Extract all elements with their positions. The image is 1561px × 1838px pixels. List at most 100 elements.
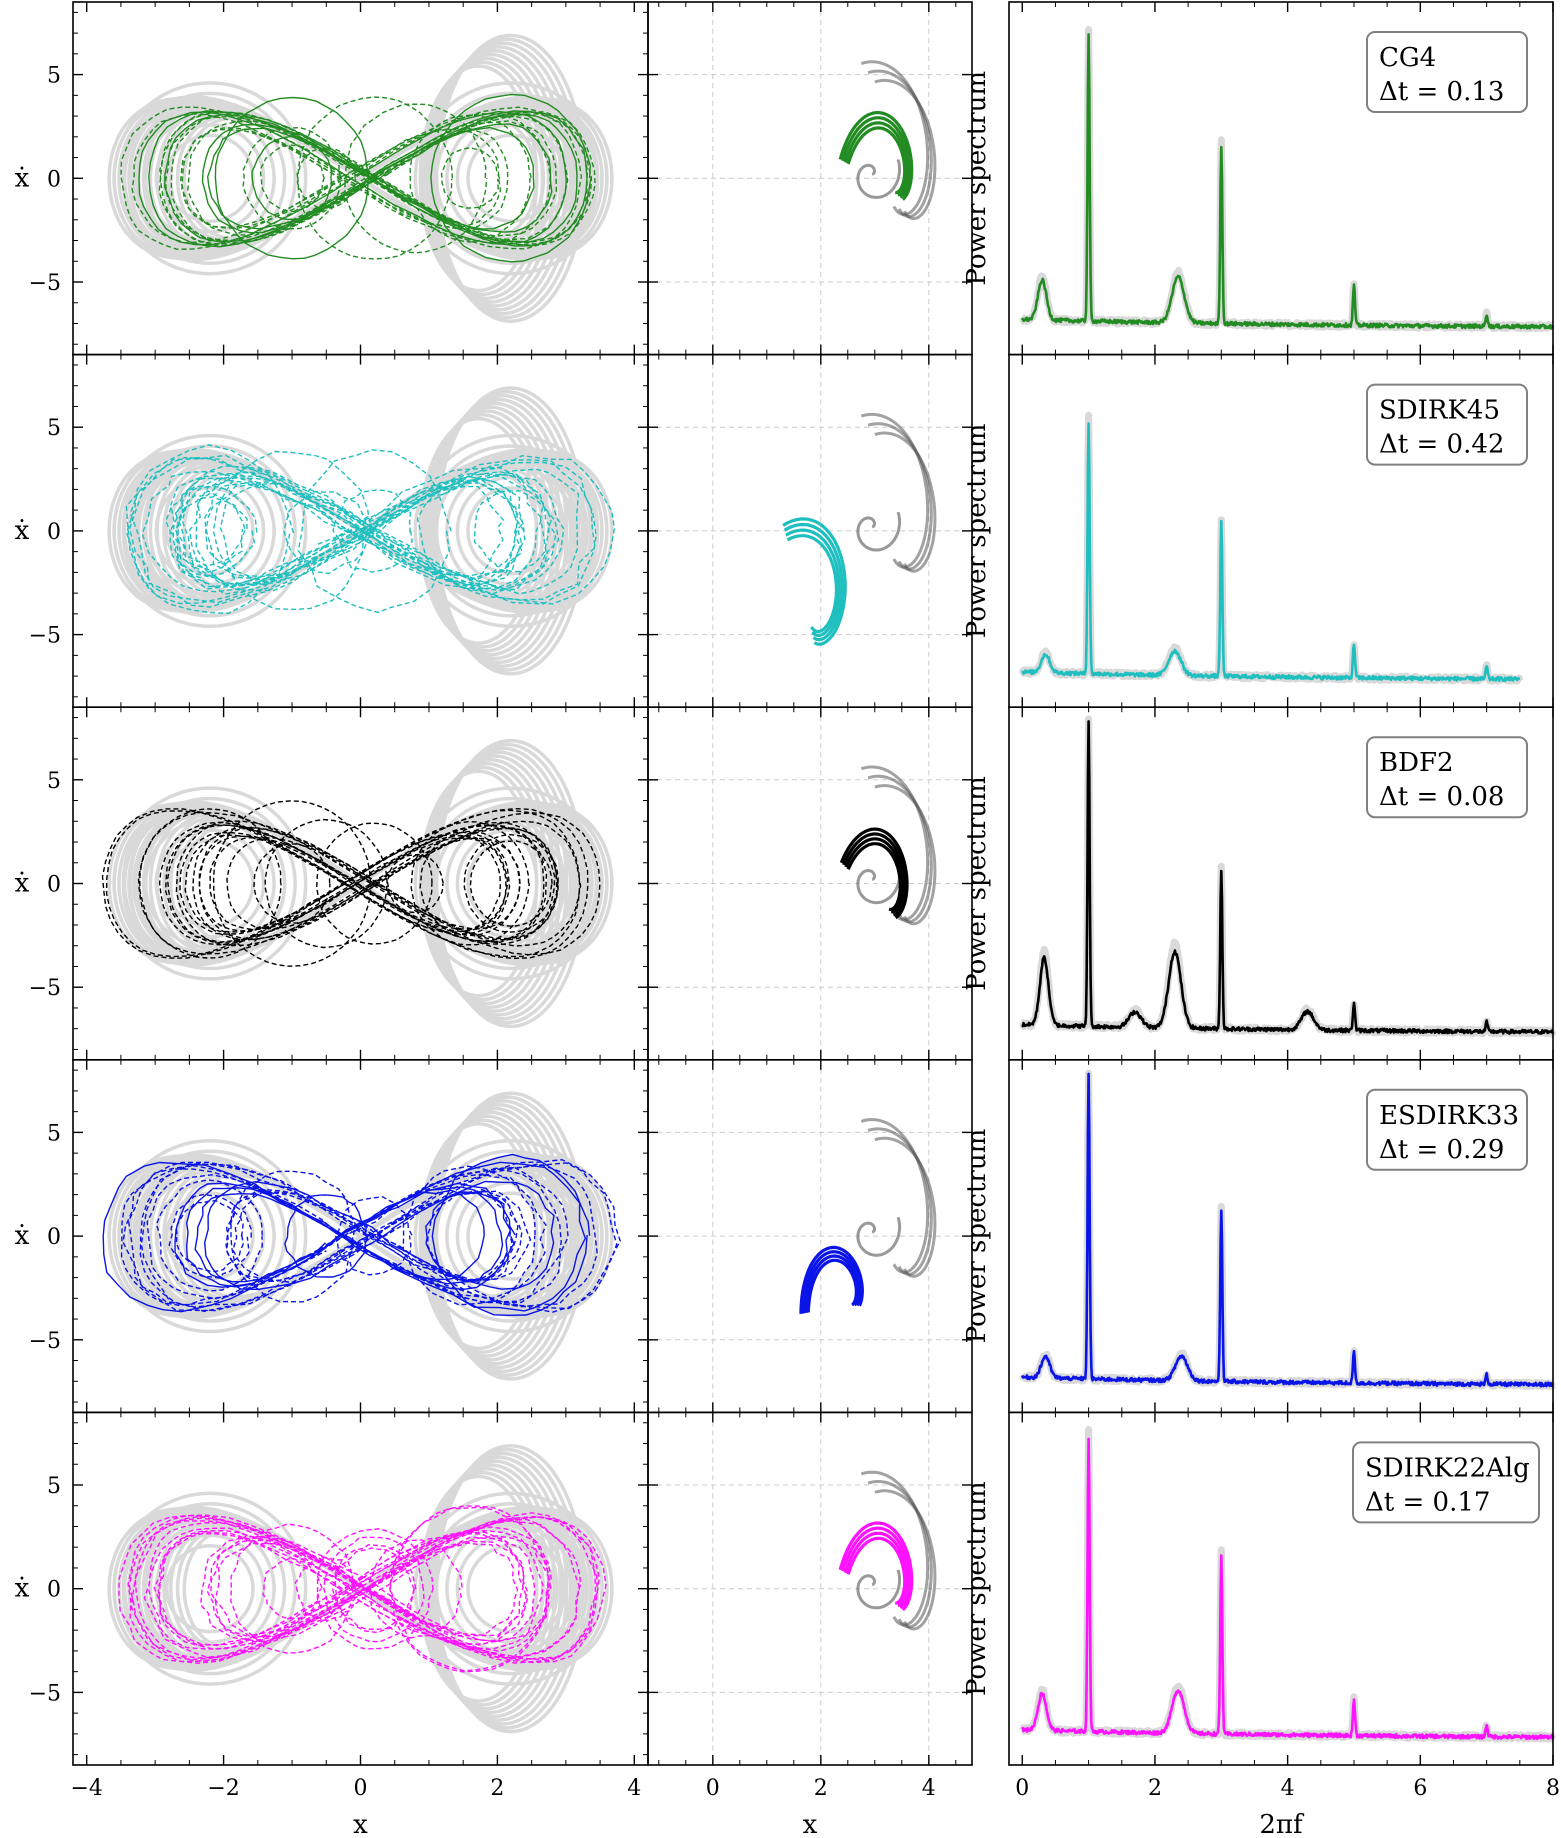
trajectory-sdirk22alg <box>158 1529 544 1651</box>
y-axis-label: Power spectrum <box>962 424 992 639</box>
phase-content <box>101 738 614 1029</box>
y-axis-label: ẋ <box>15 516 30 546</box>
reference-trajectory <box>420 1118 545 1354</box>
section-sdirk45 <box>783 522 844 642</box>
x-axis-label: x <box>803 1810 818 1838</box>
timestep-label: Δt = 0.13 <box>1379 77 1504 107</box>
trajectory-cg4 <box>297 96 454 260</box>
trajectory-sdirk45 <box>175 465 580 595</box>
section-sdirk22alg <box>841 1526 911 1609</box>
y-axis-label: ẋ <box>15 163 30 193</box>
trajectory-sdirk45 <box>125 456 596 605</box>
trajectory-esdirk33 <box>334 1196 413 1276</box>
trajectory-sdirk22alg <box>153 1530 529 1646</box>
trajectory-cg4 <box>440 146 501 209</box>
trajectory-sdirk45 <box>219 482 524 581</box>
row-cg4: 5 0 −5 ẋ Power spectrum CG4 Δt = 0.13 <box>15 1 1556 356</box>
trajectory-bdf2 <box>419 830 521 937</box>
spectrum-panel-3: Power spectrum ESDIRK33 Δt = 0.29 <box>962 1059 1556 1414</box>
reference-section <box>874 431 937 573</box>
ytick-label: −5 <box>29 1681 61 1706</box>
reference-section <box>860 60 930 216</box>
section-bdf2 <box>844 837 905 914</box>
timestep-label: Δt = 0.17 <box>1365 1487 1490 1517</box>
section-panel-0 <box>647 1 973 356</box>
reference-trajectory <box>455 1533 567 1644</box>
reference-trajectory <box>107 1506 614 1671</box>
reference-trajectory <box>466 133 556 223</box>
trajectory-bdf2 <box>463 833 559 933</box>
trajectory-cg4 <box>181 127 509 230</box>
trajectory-bdf2 <box>184 834 502 934</box>
y-axis-label: Power spectrum <box>962 776 992 991</box>
method-label: SDIRK45 <box>1379 396 1500 426</box>
reference-trajectory <box>165 486 255 576</box>
timestep-label: Δt = 0.42 <box>1379 430 1504 460</box>
trajectory-sdirk22alg <box>331 1543 417 1634</box>
section-sdirk45 <box>785 528 841 637</box>
reference-trajectory <box>430 41 575 316</box>
reference-trajectory <box>413 81 609 276</box>
ytick-label: 0 <box>47 1578 61 1603</box>
y-axis-label: Power spectrum <box>962 1481 992 1696</box>
spectrum-panel-0: Power spectrum CG4 Δt = 0.13 <box>962 1 1556 356</box>
reference-trajectory <box>455 475 567 587</box>
section-panel-3 <box>647 1059 973 1414</box>
xtick-label: 0 <box>354 1776 368 1801</box>
trajectory-sdirk22alg <box>230 1523 354 1654</box>
x-axis-label: 2πf <box>1259 1810 1305 1838</box>
trajectory-sdirk45 <box>128 454 616 608</box>
trajectory-esdirk33 <box>120 1164 569 1307</box>
reference-section <box>860 412 930 569</box>
spectrum-esdirk33 <box>1021 1072 1554 1388</box>
trajectory-bdf2 <box>164 824 548 944</box>
row-sdirk45: 5 0 −5 ẋ Power spectrum SDIRK45 Δt = 0.42 <box>15 353 1554 709</box>
spectrum-panel-4: Power spectrum SDIRK22Alg Δt = 0.17 <box>962 1411 1556 1766</box>
reference-section <box>856 159 902 199</box>
trajectory-esdirk33 <box>225 1188 523 1285</box>
xtick-label: 0 <box>706 1776 720 1801</box>
reference-section <box>860 1118 930 1274</box>
trajectory-sdirk45 <box>212 450 373 611</box>
trajectory-cg4 <box>296 147 357 210</box>
trajectory-esdirk33 <box>155 1179 263 1292</box>
xtick-label: 4 <box>1281 1776 1295 1801</box>
trajectory-sdirk45 <box>204 482 505 580</box>
reference-trajectory <box>466 486 556 576</box>
trajectory-cg4 <box>430 93 592 263</box>
legend-box <box>1366 736 1528 819</box>
ytick-label: 0 <box>47 520 61 545</box>
section-esdirk33 <box>799 1245 864 1314</box>
reference-trajectory <box>466 1544 556 1634</box>
trajectory-esdirk33 <box>425 1191 516 1282</box>
trajectory-esdirk33 <box>168 1193 252 1279</box>
reference-section <box>874 78 937 221</box>
legend-box <box>1352 1441 1540 1524</box>
reference-trajectory <box>165 1191 255 1281</box>
phase-panel-1: 5 0 −5 ẋ <box>15 353 649 709</box>
method-label: BDF2 <box>1379 748 1454 778</box>
xtick-label: −2 <box>207 1776 239 1801</box>
reference-trajectory <box>420 413 545 649</box>
phase-content <box>102 1091 621 1381</box>
trajectory-sdirk22alg <box>389 1505 552 1673</box>
trajectory-bdf2 <box>209 836 507 931</box>
row-sdirk22alg: 5 0 −5 ẋ Power spectrum SDIRK22Alg Δt = 0.17 <box>15 1411 1556 1766</box>
spectrum-cg4 <box>1021 33 1555 330</box>
section-cg4 <box>838 110 914 201</box>
section-sdirk22alg <box>838 1521 914 1612</box>
reference-trajectory <box>413 786 609 981</box>
reference-section <box>874 1136 937 1278</box>
trajectory-cg4 <box>170 113 589 244</box>
reference-trajectory <box>165 838 255 929</box>
phase-panel-2: 5 0 −5 ẋ <box>15 706 649 1061</box>
reference-trajectory <box>413 1138 609 1334</box>
timestep-label: Δt = 0.29 <box>1379 1135 1504 1165</box>
trajectory-cg4 <box>251 135 333 220</box>
trajectory-bdf2 <box>315 822 433 945</box>
trajectory-sdirk45 <box>473 490 552 573</box>
xtick-label: 2 <box>490 1776 504 1801</box>
trajectory-esdirk33 <box>427 1191 513 1282</box>
legend-box <box>1366 383 1528 466</box>
trajectory-bdf2 <box>101 807 589 960</box>
